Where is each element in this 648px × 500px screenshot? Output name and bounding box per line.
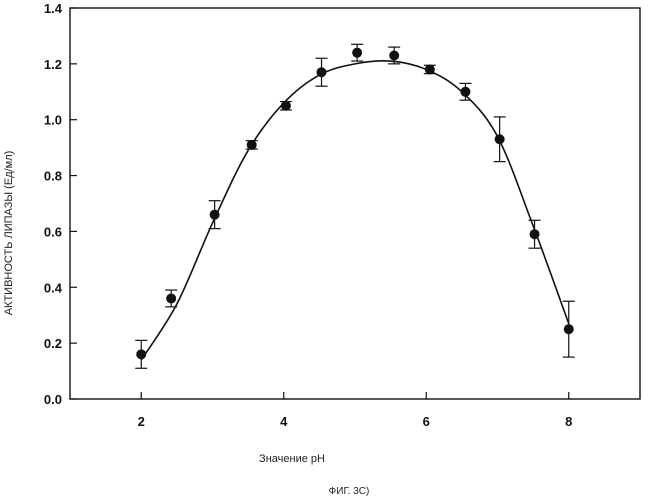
y-tick-label: 0.4 xyxy=(44,280,63,295)
data-point xyxy=(210,210,220,220)
x-axis: 2 4 6 8 xyxy=(138,392,573,429)
fit-curve xyxy=(141,61,569,360)
data-point xyxy=(495,134,505,144)
y-axis: 0.0 0.2 0.4 0.6 0.8 1.0 1.2 1.4 xyxy=(44,1,77,407)
data-point xyxy=(352,48,362,58)
data-points xyxy=(135,44,575,368)
x-tick-label: 4 xyxy=(280,414,288,429)
x-tick-label: 8 xyxy=(565,414,572,429)
data-point xyxy=(247,140,257,150)
x-tick-label: 2 xyxy=(138,414,145,429)
y-tick-label: 0.2 xyxy=(44,336,62,351)
data-point xyxy=(425,64,435,74)
y-tick-label: 1.4 xyxy=(44,1,63,16)
data-point xyxy=(389,50,399,60)
figure-caption: ФИГ. 3С) xyxy=(329,486,370,497)
y-tick-label: 0.0 xyxy=(44,392,62,407)
y-axis-title: АКТИВНОСТЬ ЛИПАЗЫ (Ед/мл) xyxy=(3,151,15,316)
y-tick-label: 1.2 xyxy=(44,57,62,72)
fit-curve-group xyxy=(141,61,569,360)
data-point xyxy=(166,293,176,303)
data-point xyxy=(317,67,327,77)
data-point xyxy=(530,229,540,239)
data-point xyxy=(136,349,146,359)
data-point xyxy=(281,101,291,111)
x-axis-title: Значение pH xyxy=(259,453,325,465)
data-point xyxy=(564,324,574,334)
data-point xyxy=(460,87,470,97)
x-tick-label: 6 xyxy=(423,414,430,429)
y-tick-label: 0.6 xyxy=(44,224,62,239)
y-tick-label: 1.0 xyxy=(44,113,62,128)
y-tick-label: 0.8 xyxy=(44,169,62,184)
